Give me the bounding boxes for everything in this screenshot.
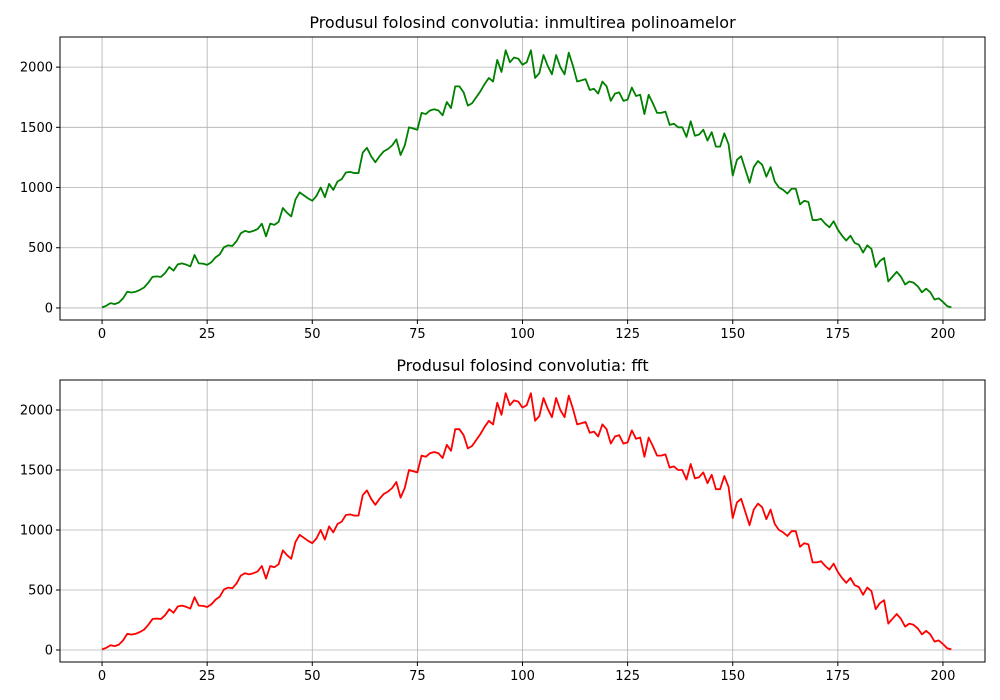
grid-lines (60, 380, 985, 662)
x-tick-label: 75 (409, 669, 426, 684)
y-tick-label: 1000 (20, 181, 53, 196)
x-tick-label: 100 (510, 669, 535, 684)
x-tick-label: 25 (199, 669, 216, 684)
x-tick-label: 150 (720, 669, 745, 684)
y-tick-label: 0 (45, 301, 53, 316)
x-tick-label: 50 (304, 669, 321, 684)
x-tick-label: 125 (615, 327, 640, 342)
y-tick-label: 2000 (20, 61, 53, 76)
x-tick-label: 75 (409, 327, 426, 342)
x-tick-label: 175 (825, 327, 850, 342)
plot-frame (59, 36, 986, 321)
x-tick-label: 175 (825, 669, 850, 684)
x-tick-label: 0 (98, 669, 106, 684)
chart-title: Produsul folosind convolutia: fft (396, 356, 648, 375)
y-tick-label: 0 (45, 644, 53, 659)
x-tick-label: 100 (510, 327, 535, 342)
x-tick-label: 25 (199, 327, 216, 342)
x-tick-label: 200 (931, 669, 956, 684)
y-tick-label: 1500 (20, 121, 53, 136)
y-tick-label: 2000 (20, 404, 53, 419)
x-tick-label: 0 (98, 327, 106, 342)
grid-lines (60, 37, 985, 320)
x-tick-label: 200 (931, 327, 956, 342)
x-tick-label: 50 (304, 327, 321, 342)
x-tick-label: 125 (615, 669, 640, 684)
series-line (101, 392, 952, 651)
y-tick-label: 500 (28, 584, 53, 599)
chart-title: Produsul folosind convolutia: inmultirea… (309, 13, 736, 32)
y-tick-label: 500 (28, 241, 53, 256)
chart-bottom: Produsul folosind convolutia: fft 0 25 50 7… (20, 356, 986, 685)
series-line (101, 49, 952, 309)
y-tick-label: 1000 (20, 524, 53, 539)
x-tick-label: 150 (720, 327, 745, 342)
plot-frame (59, 379, 986, 663)
chart-top: Produsul folosind convolutia: inmultirea… (20, 13, 986, 342)
y-tick-label: 1500 (20, 464, 53, 479)
